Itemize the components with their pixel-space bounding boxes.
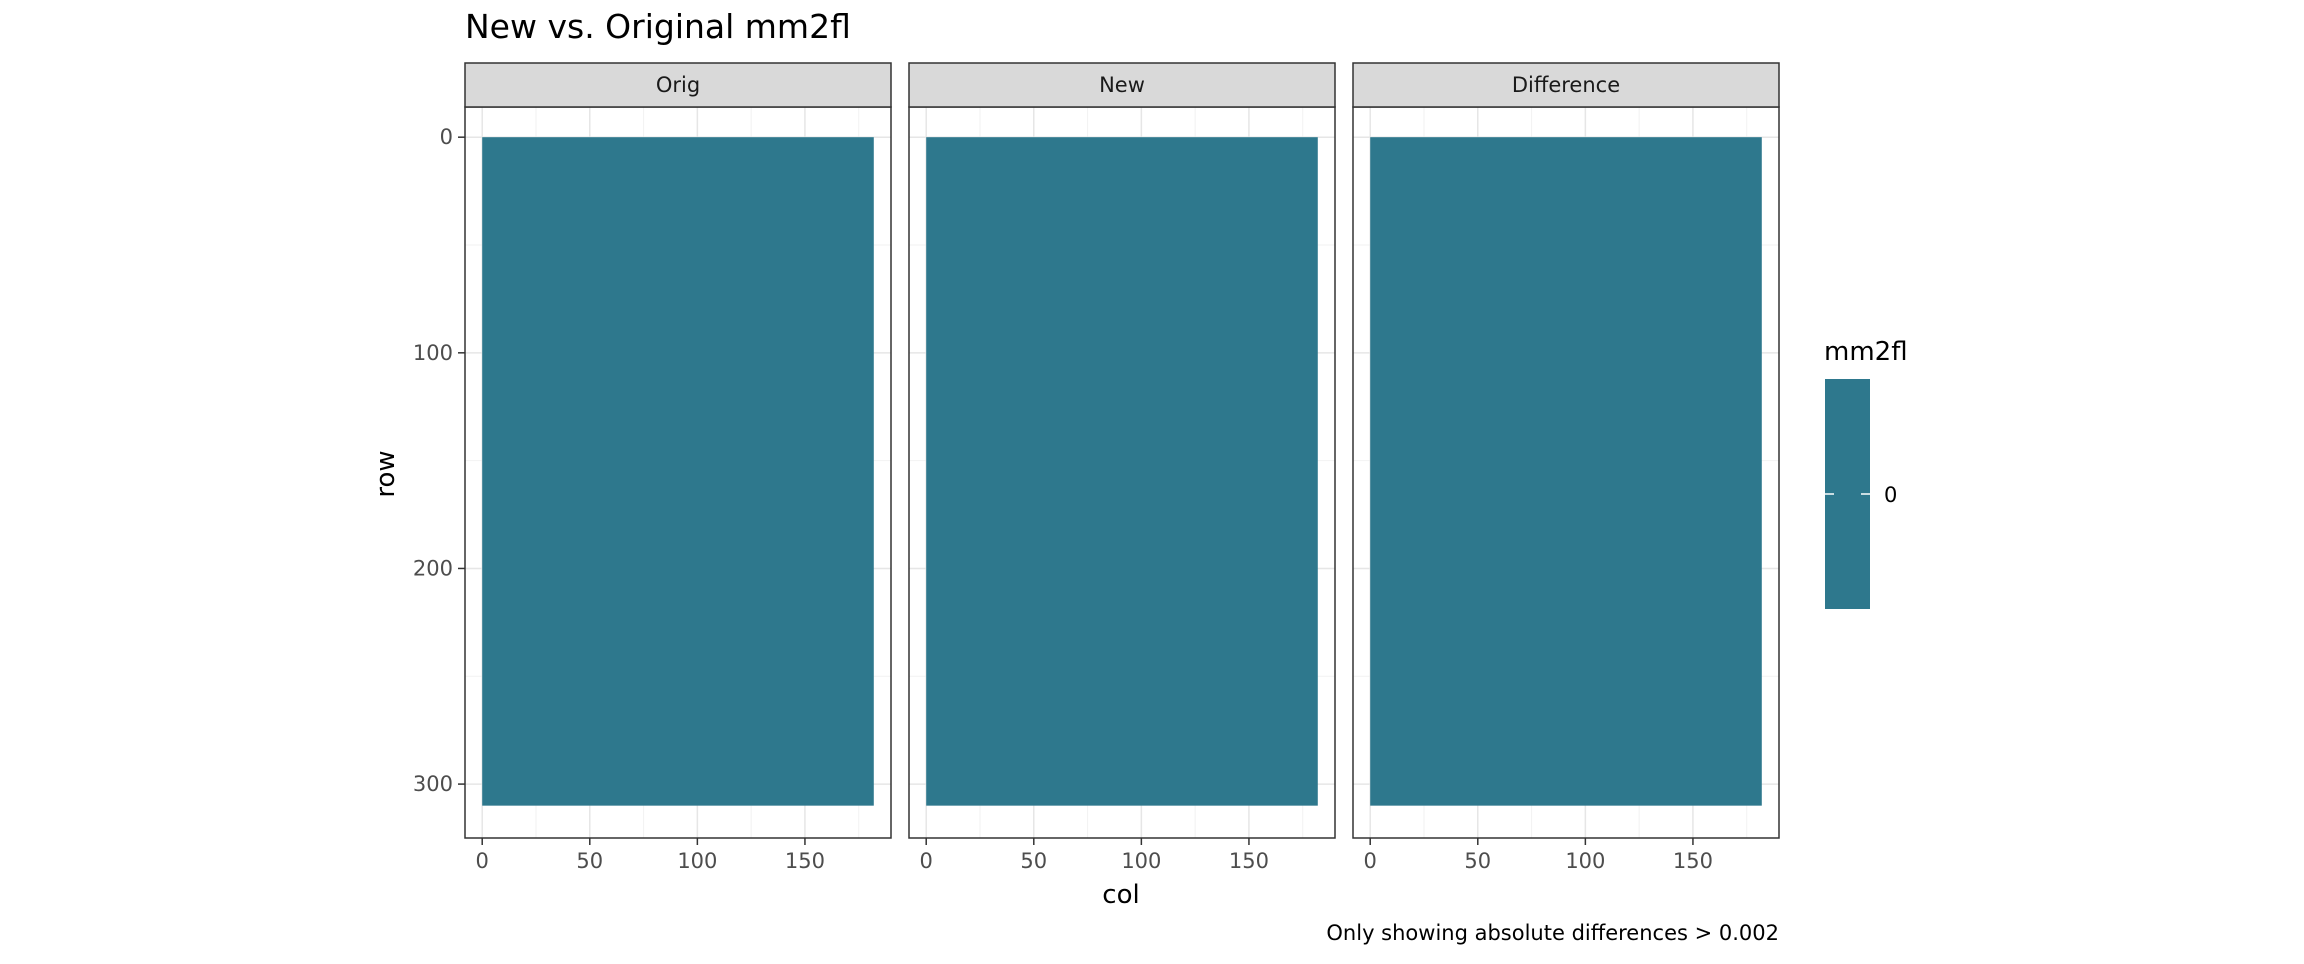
facet-strip-label: Difference xyxy=(1512,73,1620,97)
facet-strip xyxy=(1352,62,1780,108)
y-axis-label: row xyxy=(371,450,401,497)
heatmap-tile xyxy=(926,137,1318,806)
x-tick-label: 100 xyxy=(677,849,717,873)
facet-panels: Orig 0 50 100 150 New 0 50 100 150 Difference 0 50 10… xyxy=(413,62,1780,873)
x-tick-label: 50 xyxy=(1020,849,1047,873)
legend-title: mm2fl xyxy=(1824,337,1908,367)
x-tick-label: 50 xyxy=(576,849,603,873)
x-tick-label: 100 xyxy=(1121,849,1161,873)
facet-panel-new: New 0 50 100 150 xyxy=(908,62,1336,873)
chart-caption: Only showing absolute differences > 0.00… xyxy=(1326,921,1779,945)
legend-label: 0 xyxy=(1884,483,1897,507)
facet-strip-label: Orig xyxy=(656,73,700,97)
heatmap-tile xyxy=(1370,137,1762,806)
facet-strip xyxy=(464,62,892,108)
x-tick-label: 0 xyxy=(476,849,489,873)
x-tick-label: 100 xyxy=(1565,849,1605,873)
x-tick-label: 150 xyxy=(1673,849,1713,873)
facet-strip-label: New xyxy=(1099,73,1145,97)
facet-panel-orig: Orig 0 50 100 150 xyxy=(464,62,892,873)
y-tick-label: 300 xyxy=(413,772,453,796)
chart-title: New vs. Original mm2fl xyxy=(465,7,851,46)
heatmap-tile xyxy=(482,137,874,806)
legend: mm2fl 0 xyxy=(1824,337,1908,609)
x-tick-label: 0 xyxy=(920,849,933,873)
x-tick-label: 0 xyxy=(1364,849,1377,873)
x-axis-label: col xyxy=(1102,880,1139,910)
y-axis: 0 100 200 300 xyxy=(413,125,465,796)
y-tick-label: 100 xyxy=(413,341,453,365)
facet-panel-difference: Difference 0 50 100 150 xyxy=(1352,62,1780,873)
x-tick-label: 150 xyxy=(785,849,825,873)
y-tick-label: 0 xyxy=(440,125,453,149)
y-tick-label: 200 xyxy=(413,556,453,580)
facet-strip xyxy=(908,62,1336,108)
x-tick-label: 150 xyxy=(1229,849,1269,873)
x-tick-label: 50 xyxy=(1464,849,1491,873)
